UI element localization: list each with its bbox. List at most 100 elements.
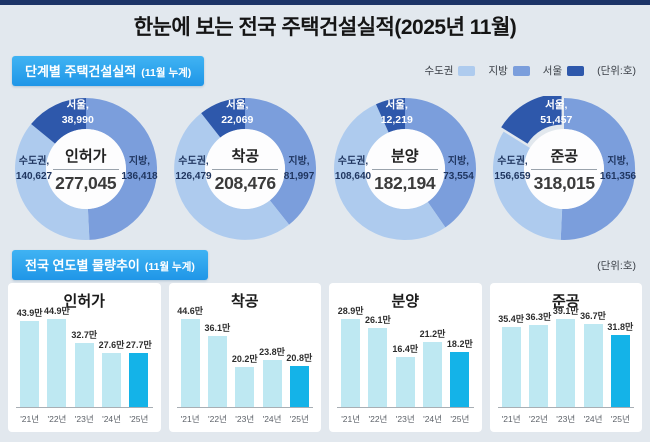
x-axis-label-24: '24년 xyxy=(423,414,442,424)
bar-column-25: 27.7만 xyxy=(126,340,152,407)
seoul-slice-label: 서울, 38,990 xyxy=(61,99,94,127)
donut-chart-construction-starts: 서울, 22,069 수도권, 126,479 지방, 81,997 착공 208,476 xyxy=(166,86,326,246)
x-axis-label-25: '25년 xyxy=(129,414,149,424)
bar-column-21: 35.4만 xyxy=(498,314,524,407)
donut-title: 분양 xyxy=(390,148,419,165)
x-axis-label-23: '23년 xyxy=(235,414,255,424)
bar-value-label: 31.8만 xyxy=(607,322,634,332)
bar-column-22: 36.1만 xyxy=(204,323,230,407)
x-axis-label-23: '23년 xyxy=(395,414,415,424)
page-title: 한눈에 보는 전국 주택건설실적(2025년 11월) xyxy=(133,16,517,39)
legend-swatch-icon xyxy=(567,65,585,76)
bar-value-label: 20.2만 xyxy=(231,354,258,364)
x-axis-labels: '21년 '22년 '23년 '24년 '25년 xyxy=(498,413,635,425)
donut-total-value: 208,476 xyxy=(214,173,276,193)
bar-chart-card-construction-starts: 착공 44.6만 36.1만 20.2만 23.8만 20.8만 '21년 '22년 '23년 '… xyxy=(168,283,321,432)
bar-25: 18.2만 xyxy=(447,339,473,407)
slice-jibang xyxy=(85,98,157,240)
bar-23: 16.4만 xyxy=(392,344,418,407)
bar-23: 20.2만 xyxy=(232,354,258,407)
donut-center-divider xyxy=(52,169,119,170)
donut-chart-completions: 서울, 51,457 수도권, 156,659 지방, 161,356 준공 318,015 xyxy=(485,86,645,246)
bar-plot-area: 28.9만 26.1만 16.4만 21.2만 18.2만 xyxy=(337,306,474,408)
bar-25: 31.8만 xyxy=(607,322,633,407)
donut-total-value: 318,015 xyxy=(533,173,595,193)
sudogwon-slice-label: 수도권, 108,640 xyxy=(334,156,372,182)
x-axis-label-23: '23년 xyxy=(556,414,576,424)
legend-label: 지방 xyxy=(488,65,508,77)
section-header-yearly-volume-trend: 전국 연도별 물량추이 (11월 누계) xyxy=(12,250,208,280)
legend-item-seoul: 서울 xyxy=(542,63,585,78)
x-axis-label-22: '22년 xyxy=(47,414,67,424)
jibang-slice-label: 지방, 161,356 xyxy=(599,156,637,182)
unit-label-section1: (단위:호) xyxy=(597,65,636,77)
bar-column-22: 26.1만 xyxy=(365,315,391,407)
slice-seoul xyxy=(375,98,405,133)
bar-chart-title: 인허가 xyxy=(63,293,105,310)
legend-label: 서울 xyxy=(542,65,563,77)
section2-badge-note: (11월 누계) xyxy=(144,261,195,273)
bar-chart-card-completions: 준공 35.4만 36.3만 39.1만 36.7만 31.8만 '21년 '22년 '23년 '… xyxy=(489,283,642,432)
jibang-slice-label: 지방, 136,418 xyxy=(121,156,158,182)
donut-center-divider xyxy=(212,169,279,170)
donut-center-divider xyxy=(371,169,438,170)
bar-column-22: 44.9만 xyxy=(44,306,70,407)
slice-seoul xyxy=(501,96,562,144)
bar-23: 32.7만 xyxy=(71,330,97,407)
bar-25: 27.7만 xyxy=(126,340,152,407)
slice-sudogwon xyxy=(14,124,90,241)
x-axis-label-22: '22년 xyxy=(528,414,548,424)
bar-21: 28.9만 xyxy=(338,306,364,407)
x-axis-label-25: '25년 xyxy=(610,414,630,424)
bar-value-label: 23.8만 xyxy=(259,347,285,357)
bar-charts-row: 인허가 43.9만 44.9만 32.7만 27.6만 27.7만 '21년 '22년 '23년… xyxy=(8,283,642,432)
x-axis-labels: '21년 '22년 '23년 '24년 '25년 xyxy=(337,413,474,425)
section-header-stage-performance: 단계별 주택건설실적 (11월 누계) xyxy=(12,56,205,86)
jibang-slice-label: 지방, 73,554 xyxy=(443,156,474,182)
bar-value-label: 27.7만 xyxy=(125,340,152,350)
bar-column-25: 20.8만 xyxy=(286,353,312,407)
bar-column-21: 44.6만 xyxy=(177,306,203,407)
bar-22: 36.3만 xyxy=(526,312,551,407)
bar-21: 35.4만 xyxy=(498,314,524,407)
x-axis-labels: '21년 '22년 '23년 '24년 '25년 xyxy=(16,413,153,425)
bar-column-24: 21.2만 xyxy=(420,329,446,407)
donut-center-completions: 준공 318,015 xyxy=(521,145,607,194)
slice-jibang xyxy=(245,98,317,225)
bar-value-label: 26.1만 xyxy=(365,315,391,325)
bar-column-25: 31.8만 xyxy=(607,322,633,407)
bar-column-22: 36.3만 xyxy=(525,312,551,407)
x-axis-label-21: '21년 xyxy=(180,414,200,424)
donut-center-divider xyxy=(531,169,598,170)
bar-value-label: 16.4만 xyxy=(392,344,419,354)
x-axis-label-25: '25년 xyxy=(289,414,309,424)
bar-23: 39.1만 xyxy=(553,306,579,407)
slice-jibang xyxy=(404,98,476,228)
x-axis-label-24: '24년 xyxy=(262,414,282,424)
bar-22: 36.1만 xyxy=(205,323,230,407)
bar-column-24: 36.7만 xyxy=(580,311,606,407)
legend-swatch-icon xyxy=(458,65,476,76)
bar-plot-area: 44.6만 36.1만 20.2만 23.8만 20.8만 xyxy=(176,306,313,408)
bar-24: 36.7만 xyxy=(580,311,606,407)
bar-value-label: 27.6만 xyxy=(98,340,125,350)
donut-chart-permits: 서울, 38,990 수도권, 140,627 지방, 136,418 인허가 277,045 xyxy=(6,86,166,246)
bar-value-label: 43.9만 xyxy=(16,308,43,318)
bar-chart-card-permits: 인허가 43.9만 44.9만 32.7만 27.6만 27.7만 '21년 '22년 '23년… xyxy=(8,283,161,432)
donut-title: 인허가 xyxy=(65,148,107,165)
bar-chart-title: 착공 xyxy=(230,293,259,310)
bar-column-21: 28.9만 xyxy=(338,306,364,407)
bar-value-label: 36.7만 xyxy=(580,311,606,321)
bar-plot-area: 43.9만 44.9만 32.7만 27.6만 27.7만 xyxy=(16,306,153,408)
donut-center-construction-starts: 착공 208,476 xyxy=(202,145,288,194)
slice-jibang xyxy=(560,97,636,240)
x-axis-label-22: '22년 xyxy=(207,414,227,424)
bar-25: 20.8만 xyxy=(286,353,312,407)
legend: 수도권 지방 서울 (단위:호) xyxy=(424,63,636,78)
jibang-slice-label: 지방, 81,997 xyxy=(283,156,315,182)
bar-value-label: 36.1만 xyxy=(204,323,231,333)
legend-label: 수도권 xyxy=(424,65,454,77)
bar-21: 44.6만 xyxy=(177,306,203,407)
donut-svg-permits xyxy=(14,98,157,241)
